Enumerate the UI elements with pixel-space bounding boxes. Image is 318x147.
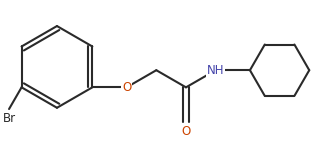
Text: Br: Br bbox=[3, 112, 16, 125]
Text: O: O bbox=[181, 125, 190, 138]
Text: O: O bbox=[122, 81, 131, 94]
Text: NH: NH bbox=[207, 64, 225, 77]
